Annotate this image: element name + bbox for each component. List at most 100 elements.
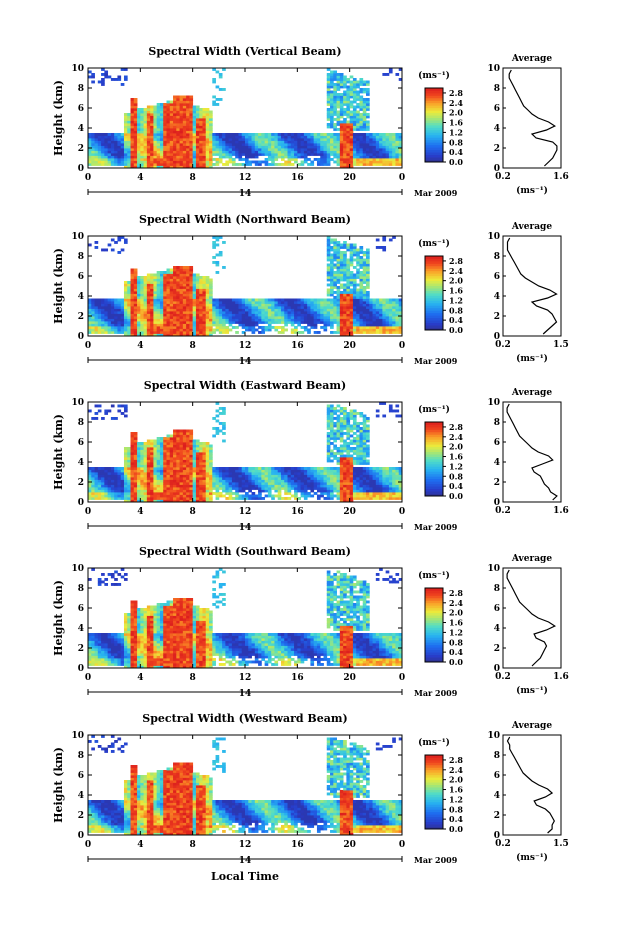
- heatmap-cell: [137, 153, 141, 156]
- heatmap-cell: [330, 148, 334, 151]
- heatmap-cell: [339, 266, 344, 269]
- heatmap-cell: [163, 484, 167, 488]
- heatmap-cell: [356, 105, 360, 109]
- heatmap-cell: [343, 293, 347, 297]
- heatmap-cell: [333, 316, 337, 319]
- heatmap-cell: [173, 153, 177, 156]
- heatmap-cell: [133, 291, 138, 294]
- heatmap-cell: [287, 316, 292, 319]
- heatmap-cell: [130, 145, 135, 149]
- heatmap-cell: [294, 326, 298, 329]
- heatmap-cell: [179, 135, 184, 139]
- heatmap-cell: [209, 444, 213, 448]
- x-tick-label: 4: [137, 173, 143, 183]
- heatmap-cell: [156, 301, 161, 304]
- heatmap-cell: [359, 158, 364, 161]
- heatmap-cell: [110, 135, 115, 139]
- heatmap-cell: [199, 120, 203, 124]
- heatmap-cell: [166, 143, 171, 146]
- heatmap-cell: [173, 135, 177, 139]
- heatmap-cell: [212, 469, 216, 473]
- heatmap-cell: [333, 103, 337, 106]
- heatmap-cell: [362, 140, 367, 144]
- heatmap-cell: [192, 163, 197, 166]
- heatmap-cell: [346, 263, 351, 267]
- heatmap-cell: [169, 133, 174, 136]
- heatmap-cell: [352, 158, 357, 161]
- heatmap-cell: [352, 308, 357, 312]
- heatmap-cell: [117, 163, 122, 166]
- heatmap-cell: [195, 464, 200, 468]
- heatmap-cell: [182, 311, 187, 314]
- heatmap-cell: [313, 321, 318, 324]
- heatmap-cell: [195, 303, 200, 307]
- heatmap-cell: [225, 135, 230, 139]
- heatmap-cell: [209, 447, 213, 450]
- heatmap-cell: [366, 298, 370, 302]
- heatmap-cell: [186, 484, 190, 488]
- heatmap-cell: [173, 301, 177, 304]
- heatmap-cell: [366, 261, 370, 264]
- heatmap-cell: [159, 313, 164, 317]
- heatmap-cell: [195, 125, 200, 129]
- colorbar-segment: [425, 312, 443, 316]
- heatmap-cell: [127, 489, 131, 493]
- heatmap-cell: [166, 499, 171, 503]
- heatmap-cell: [166, 286, 171, 289]
- heatmap-cell: [326, 288, 331, 292]
- heatmap-cell: [156, 489, 161, 493]
- heatmap-cell: [346, 273, 351, 277]
- heatmap-cell: [251, 303, 256, 307]
- heatmap-cell: [192, 293, 197, 297]
- heatmap-cell: [133, 452, 138, 455]
- profile-line: [506, 237, 558, 335]
- heatmap-cell: [326, 276, 331, 279]
- heatmap-cell: [392, 316, 396, 319]
- heatmap-cell: [91, 474, 95, 478]
- heatmap-cell: [186, 125, 190, 129]
- heatmap-cell: [261, 301, 266, 304]
- heatmap-cell: [133, 457, 138, 460]
- heatmap-cell: [209, 313, 213, 317]
- heatmap-cell: [235, 331, 239, 334]
- heatmap-cell: [202, 115, 207, 119]
- heatmap-cell: [91, 148, 95, 151]
- heatmap-cell: [274, 321, 279, 324]
- heatmap-cell: [212, 95, 216, 99]
- heatmap-cell: [114, 482, 118, 485]
- heatmap-cell: [189, 291, 194, 294]
- heatmap-cell: [333, 100, 337, 104]
- heatmap-cell: [110, 148, 115, 151]
- y-tick-label: 10: [71, 232, 84, 242]
- heatmap-cell: [395, 143, 400, 146]
- heatmap-cell: [94, 241, 99, 244]
- heatmap-cell: [166, 316, 171, 319]
- colorbar-segment: [425, 154, 443, 158]
- heatmap-cell: [310, 145, 315, 149]
- heatmap-cell: [146, 125, 151, 129]
- heatmap-cell: [150, 444, 154, 448]
- heatmap-cell: [343, 258, 347, 262]
- heatmap-cell: [356, 268, 360, 272]
- heatmap-cell: [326, 278, 331, 282]
- heatmap-cell: [382, 133, 387, 136]
- heatmap-cell: [156, 298, 161, 302]
- heatmap-cell: [130, 163, 135, 166]
- heatmap-cell: [137, 321, 141, 324]
- heatmap-cell: [91, 135, 95, 139]
- heatmap-cell: [137, 454, 141, 458]
- heatmap-cell: [186, 163, 190, 166]
- heatmap-cell: [212, 477, 216, 480]
- heatmap-cell: [169, 452, 174, 455]
- heatmap-cell: [166, 318, 171, 322]
- heatmap-cell: [346, 108, 351, 111]
- heatmap-cell: [225, 477, 230, 480]
- heatmap-cell: [385, 163, 390, 166]
- heatmap-cell: [159, 125, 164, 129]
- colorbar-segment: [425, 283, 443, 286]
- heatmap-cell: [366, 271, 370, 274]
- heatmap-cell: [379, 328, 383, 332]
- heatmap-cell: [156, 145, 161, 149]
- heatmap-cell: [356, 135, 360, 139]
- heatmap-cell: [235, 489, 239, 493]
